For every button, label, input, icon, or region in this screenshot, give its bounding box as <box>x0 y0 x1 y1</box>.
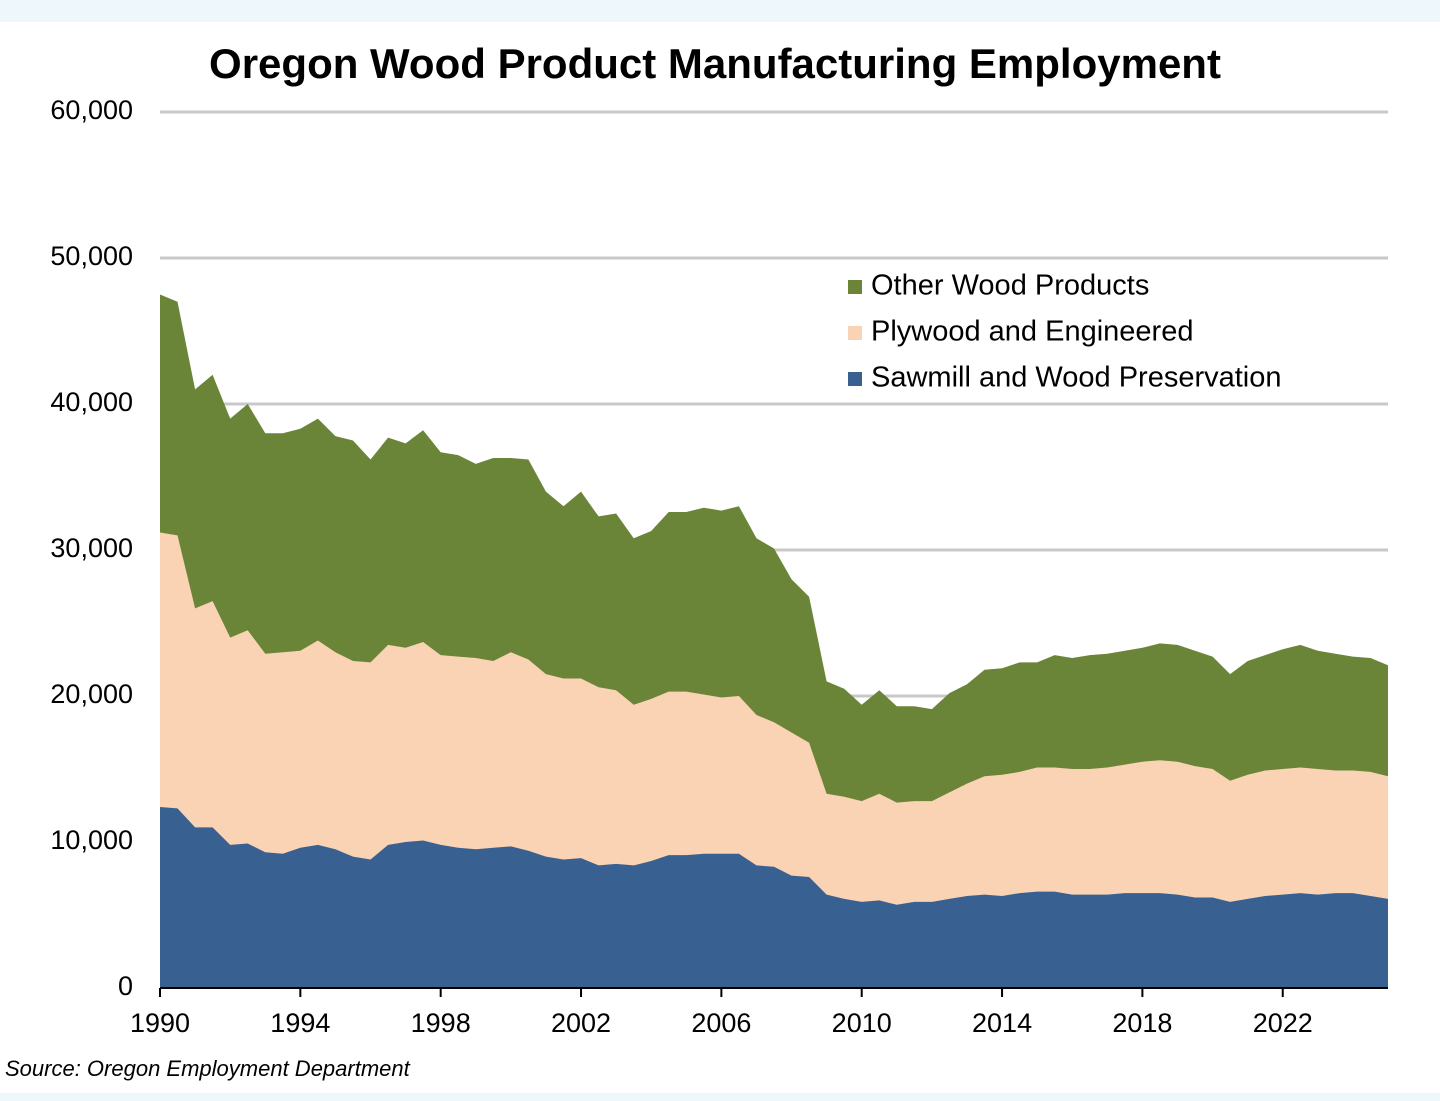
y-tick-label: 60,000 <box>50 95 133 125</box>
legend-label: Sawmill and Wood Preservation <box>871 362 1282 394</box>
x-tick-label: 2006 <box>691 1008 751 1038</box>
legend-swatch <box>848 372 862 386</box>
chart-title: Oregon Wood Product Manufacturing Employ… <box>209 40 1221 87</box>
legend-label: Plywood and Engineered <box>871 316 1193 348</box>
y-tick-label: 0 <box>118 971 133 1001</box>
x-tick-label: 2002 <box>551 1008 611 1038</box>
legend-label: Other Wood Products <box>871 270 1149 302</box>
x-tick-label: 1990 <box>130 1008 190 1038</box>
y-tick-label: 40,000 <box>50 387 133 417</box>
x-tick-label: 1998 <box>411 1008 471 1038</box>
y-tick-label: 10,000 <box>50 825 133 855</box>
legend-swatch <box>848 280 862 294</box>
legend-swatch <box>848 326 862 340</box>
x-tick-label: 1994 <box>270 1008 330 1038</box>
y-tick-label: 50,000 <box>50 241 133 271</box>
x-tick-label: 2018 <box>1112 1008 1172 1038</box>
area <box>160 807 1388 988</box>
x-tick-label: 2022 <box>1253 1008 1313 1038</box>
source: Source: Oregon Employment Department <box>5 1056 411 1081</box>
y-tick-label: 30,000 <box>50 533 133 563</box>
x-tick-label: 2014 <box>972 1008 1032 1038</box>
y-tick-label: 20,000 <box>50 679 133 709</box>
x-tick-label: 2010 <box>832 1008 892 1038</box>
